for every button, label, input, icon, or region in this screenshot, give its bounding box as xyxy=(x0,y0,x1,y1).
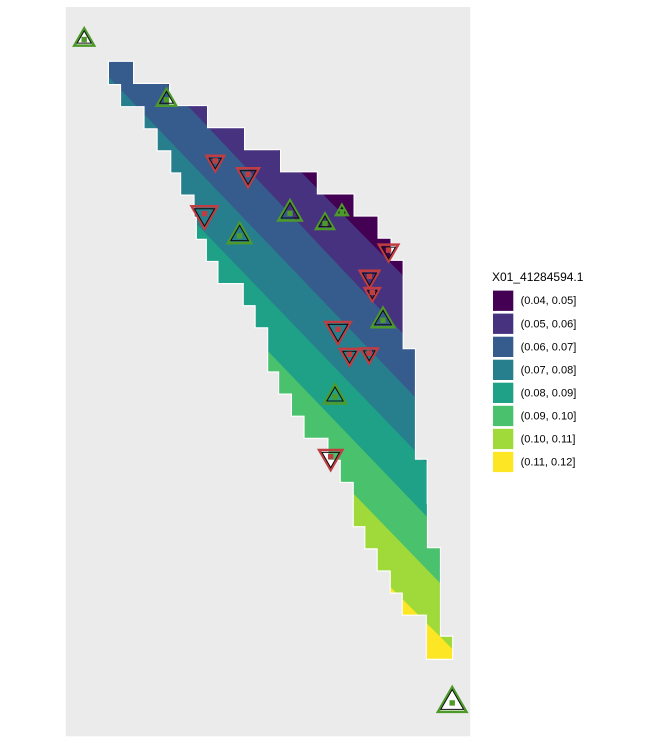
svg-text:(0.11, 0.12]: (0.11, 0.12] xyxy=(521,457,576,469)
svg-text:(0.09, 0.10]: (0.09, 0.10] xyxy=(521,410,577,422)
svg-text:(0.05, 0.06]: (0.05, 0.06] xyxy=(521,318,577,330)
svg-text:(0.08, 0.09]: (0.08, 0.09] xyxy=(521,387,577,399)
svg-text:X01_41284594.1: X01_41284594.1 xyxy=(492,270,584,284)
svg-text:(0.07, 0.08]: (0.07, 0.08] xyxy=(521,364,577,376)
svg-text:(0.06, 0.07]: (0.06, 0.07] xyxy=(521,341,577,353)
svg-text:(0.04, 0.05]: (0.04, 0.05] xyxy=(521,295,577,307)
svg-text:(0.10, 0.11]: (0.10, 0.11] xyxy=(521,433,576,445)
